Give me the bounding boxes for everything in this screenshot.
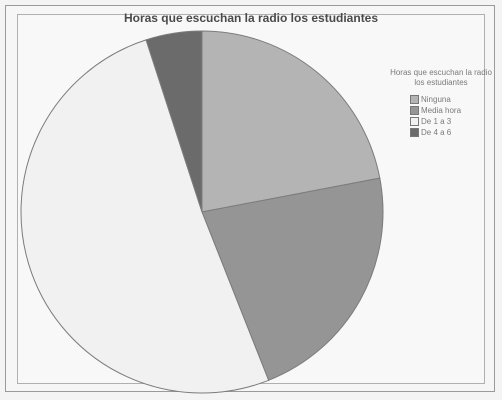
chart-title: Horas que escuchan la radio los estudian… [123,11,379,25]
legend-item-de-4-a-6: De 4 a 6 [410,127,498,138]
legend: Ninguna Media hora De 1 a 3 De 4 a 6 [410,94,498,138]
legend-title: Horas que escuchan la radio los estudian… [390,68,492,87]
legend-swatch [410,128,419,137]
legend-item-ninguna: Ninguna [410,94,498,105]
pie-slice-de-4-a-6 [145,30,203,213]
pie-slice-media-hora [201,177,384,381]
legend-label: Ninguna [421,95,451,104]
legend-label: Media hora [421,106,462,115]
pie-slice-de-1-a-3 [20,39,270,394]
legend-label: De 1 a 3 [421,117,452,126]
legend-label: De 4 a 6 [421,128,452,137]
legend-item-media-hora: Media hora [410,105,498,116]
legend-item-de-1-a-3: De 1 a 3 [410,116,498,127]
legend-swatch [410,106,419,115]
legend-swatch [410,95,419,104]
pie-slice-ninguna [201,30,381,213]
legend-swatch [410,117,419,126]
